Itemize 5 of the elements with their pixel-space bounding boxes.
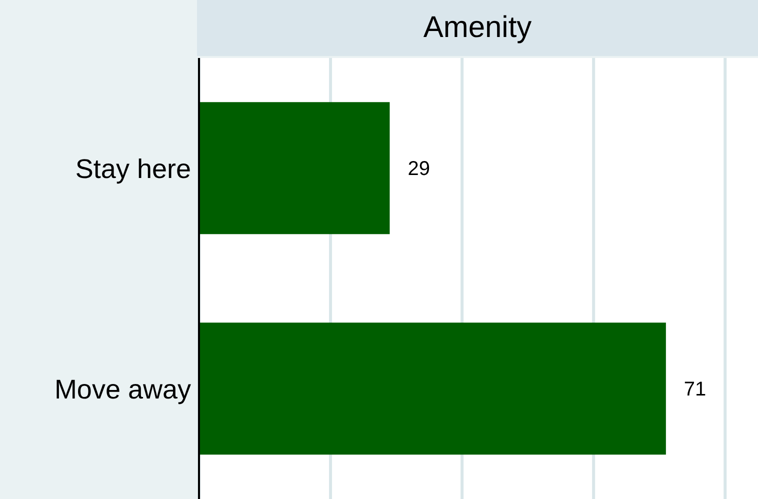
data-label: 29 [408,158,430,180]
y-tick-label: Move away [54,374,192,404]
data-label: 71 [684,378,706,401]
y-tick-label: Stay here [75,154,191,184]
chart-title: Amenity [197,0,758,56]
